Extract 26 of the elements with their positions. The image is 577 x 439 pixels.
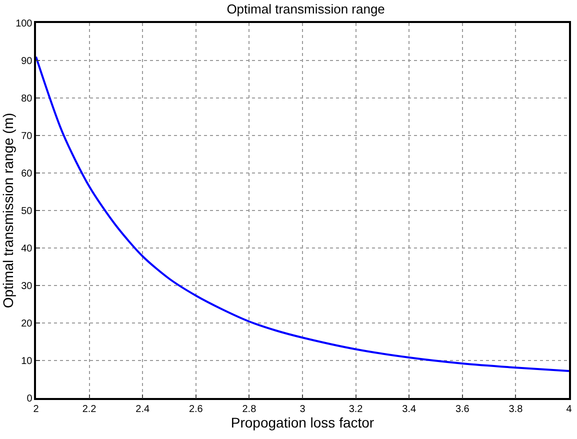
x-axis-title: Propogation loss factor — [230, 414, 374, 431]
y-tick-label: 60 — [21, 168, 33, 180]
y-tick-label: 80 — [21, 94, 33, 104]
x-tick-label: 2.2 — [82, 404, 97, 415]
y-tick-label: 70 — [21, 131, 33, 142]
x-tick-label: 3.4 — [402, 404, 416, 415]
x-tick-label: 3.6 — [455, 404, 470, 415]
y-tick-label: 10 — [21, 356, 33, 367]
y-tick-label: 20 — [21, 318, 33, 330]
x-tick-label: 2.8 — [242, 404, 257, 415]
y-axis-title: Optimal transmission range (m) — [0, 112, 16, 308]
y-tick-label: 40 — [21, 244, 33, 254]
y-tick-label: 100 — [16, 18, 33, 30]
line-series — [36, 56, 569, 372]
x-tick-label: 2 — [33, 404, 40, 415]
x-tick-label: 2.4 — [136, 404, 150, 415]
x-tick-label: 4 — [566, 404, 572, 415]
y-tick-label: 0 — [26, 394, 33, 404]
y-tick-label: 30 — [21, 281, 33, 292]
x-tick-label: 3.2 — [348, 404, 364, 415]
x-tick-label: 2.6 — [188, 404, 204, 415]
chart-title: Optimal transmission range — [226, 1, 385, 16]
x-tick-label: 3.8 — [508, 404, 524, 415]
x-tick-label: 3 — [300, 404, 306, 415]
y-tick-label: 50 — [21, 206, 33, 217]
y-tick-label: 90 — [21, 56, 33, 67]
